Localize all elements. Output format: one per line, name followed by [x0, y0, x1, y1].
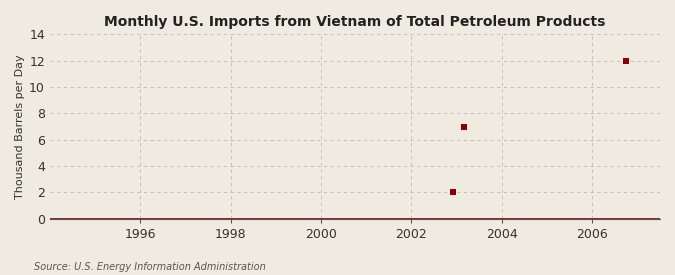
Title: Monthly U.S. Imports from Vietnam of Total Petroleum Products: Monthly U.S. Imports from Vietnam of Tot… [104, 15, 605, 29]
Y-axis label: Thousand Barrels per Day: Thousand Barrels per Day [15, 54, 25, 199]
Text: Source: U.S. Energy Information Administration: Source: U.S. Energy Information Administ… [34, 262, 265, 272]
